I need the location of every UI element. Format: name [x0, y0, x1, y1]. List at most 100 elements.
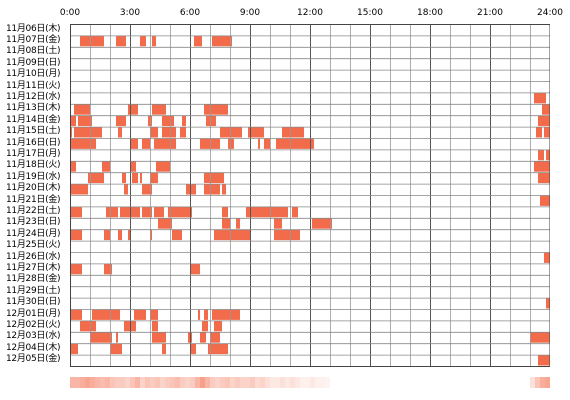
activity-cell — [546, 298, 550, 309]
day-label: 11月29日(土) — [6, 285, 61, 296]
density-cell — [90, 377, 96, 388]
activity-cell — [70, 161, 76, 172]
day-label: 11月15日(土) — [6, 126, 61, 137]
activity-cell — [180, 127, 186, 138]
activity-cell — [274, 229, 300, 241]
activity-cell — [152, 104, 166, 115]
density-cell — [540, 377, 546, 388]
density-cell — [425, 377, 431, 388]
density-cell — [535, 377, 541, 388]
density-cell — [320, 377, 326, 388]
density-cell — [220, 377, 226, 388]
activity-cell — [132, 172, 138, 184]
density-cell — [120, 377, 126, 388]
density-cell — [190, 377, 196, 388]
day-label: 11月07日(金) — [6, 34, 61, 45]
day-label: 12月05日(金) — [6, 354, 61, 365]
activity-cell — [150, 127, 158, 138]
density-cell — [525, 377, 531, 388]
activity-cell — [214, 229, 250, 241]
density-cell — [200, 377, 206, 388]
density-cell — [495, 377, 501, 388]
day-label: 11月17日(月) — [6, 148, 61, 159]
activity-cell — [116, 115, 126, 127]
density-cell — [100, 377, 106, 388]
activity-cell — [70, 138, 96, 149]
activity-cell — [538, 355, 550, 366]
activity-cell — [212, 309, 240, 320]
activity-cell — [116, 35, 126, 47]
activity-cell — [258, 138, 260, 149]
density-cell — [130, 377, 136, 388]
density-cell — [295, 377, 301, 388]
hour-tick-label: 3:00 — [119, 8, 141, 18]
density-cell — [140, 377, 146, 388]
density-cell — [405, 377, 411, 388]
activity-cell — [190, 263, 200, 275]
density-cell — [500, 377, 506, 388]
density-cell — [515, 377, 521, 388]
density-cell — [350, 377, 356, 388]
activity-cell — [182, 115, 186, 127]
activity-cell — [248, 127, 264, 138]
activity-cell — [110, 343, 122, 355]
hour-tick-label: 0:00 — [59, 8, 81, 18]
day-label: 11月18日(火) — [6, 160, 61, 171]
hour-tick-label: 15:00 — [357, 8, 383, 18]
activity-cell — [70, 343, 78, 355]
day-label: 11月08日(土) — [6, 46, 61, 57]
activity-cell — [106, 206, 118, 218]
density-cell — [335, 377, 341, 388]
activity-cell — [222, 184, 226, 195]
day-label: 11月20日(木) — [6, 183, 61, 194]
activity-cell — [194, 35, 202, 47]
density-cell — [465, 377, 471, 388]
activity-cell — [70, 184, 88, 195]
density-cell — [460, 377, 466, 388]
density-cell — [330, 377, 336, 388]
density-cell — [370, 377, 376, 388]
density-cell — [155, 377, 161, 388]
density-cell — [380, 377, 386, 388]
activity-cell — [210, 332, 220, 343]
density-cell — [430, 377, 436, 388]
density-cell — [480, 377, 486, 388]
density-cell — [105, 377, 111, 388]
activity-cell — [128, 229, 130, 241]
activity-cell — [130, 138, 138, 149]
density-cell — [115, 377, 121, 388]
activity-cell — [140, 172, 142, 184]
activity-cell — [142, 206, 152, 218]
activity-cell — [80, 35, 104, 47]
activity-cell — [118, 127, 122, 138]
activity-cell — [130, 161, 136, 172]
activity-cell — [152, 332, 166, 343]
density-cell — [345, 377, 351, 388]
activity-cell — [206, 115, 216, 127]
density-cell — [270, 377, 276, 388]
day-label: 11月09日(日) — [6, 57, 61, 68]
density-cell — [185, 377, 191, 388]
activity-cell — [162, 127, 176, 138]
density-cell — [225, 377, 231, 388]
activity-cell — [154, 206, 164, 218]
activity-cell — [104, 263, 112, 275]
activity-cell — [204, 172, 224, 184]
activity-cell — [246, 206, 288, 218]
density-cell — [410, 377, 416, 388]
activity-cell — [128, 104, 138, 115]
activity-cell — [162, 343, 166, 355]
day-label: 11月12日(水) — [6, 91, 61, 102]
activity-cell — [74, 127, 102, 138]
day-label: 12月03日(水) — [6, 331, 61, 342]
day-label: 11月25日(火) — [6, 240, 61, 251]
activity-cell — [204, 309, 208, 320]
density-cell — [180, 377, 186, 388]
activity-cell — [168, 206, 192, 218]
density-cell — [285, 377, 291, 388]
activity-cell — [198, 309, 200, 320]
activity-cell — [70, 229, 82, 241]
activity-cell — [542, 104, 550, 115]
density-cell — [485, 377, 491, 388]
density-cell — [325, 377, 331, 388]
